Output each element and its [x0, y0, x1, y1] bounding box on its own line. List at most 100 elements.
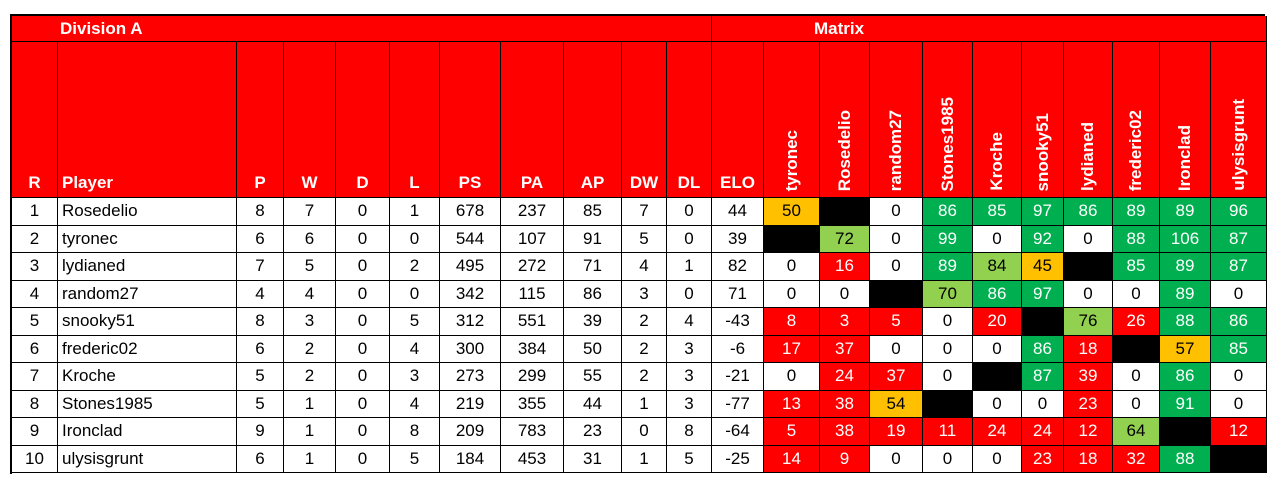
matrix-cell: 89: [1160, 198, 1211, 226]
cell-player: ulysisgrunt: [58, 445, 237, 473]
cell-dw: 2: [622, 308, 667, 336]
cell-ps: 300: [440, 335, 501, 363]
matrix-cell: 0: [923, 445, 973, 473]
matrix-cell: 11: [923, 418, 973, 446]
cell-ap: 23: [564, 418, 622, 446]
cell-elo: 44: [712, 198, 764, 226]
division-title: Division A: [12, 16, 712, 42]
matrix-cell: 0: [870, 335, 923, 363]
matrix-cell: 57: [1160, 335, 1211, 363]
cell-pa: 107: [501, 225, 564, 253]
cell-d: 0: [336, 363, 390, 391]
matrix-cell: [1211, 445, 1267, 473]
cell-player: random27: [58, 280, 237, 308]
matrix-cell: 97: [1022, 280, 1064, 308]
matrix-cell: 84: [973, 253, 1022, 281]
cell-elo: -43: [712, 308, 764, 336]
matrix-cell: 86: [1211, 308, 1267, 336]
cell-ap: 55: [564, 363, 622, 391]
matrix-cell: 24: [820, 363, 870, 391]
cell-dw: 4: [622, 253, 667, 281]
cell-pa: 355: [501, 390, 564, 418]
matrix-cell: 87: [1022, 363, 1064, 391]
cell-dw: 7: [622, 198, 667, 226]
cell-d: 0: [336, 390, 390, 418]
cell-w: 3: [284, 308, 336, 336]
cell-player: frederic02: [58, 335, 237, 363]
matrix-cell: 37: [820, 335, 870, 363]
cell-w: 5: [284, 253, 336, 281]
cell-ap: 31: [564, 445, 622, 473]
cell-elo: -77: [712, 390, 764, 418]
matrix-cell: 12: [1211, 418, 1267, 446]
matrix-header-label: Ironclad: [1175, 124, 1194, 191]
matrix-cell: 0: [1211, 280, 1267, 308]
matrix-cell: 0: [1113, 280, 1160, 308]
matrix-cell: 99: [923, 225, 973, 253]
matrix-title: Matrix: [712, 16, 1267, 42]
matrix-cell: 0: [1113, 363, 1160, 391]
cell-l: 0: [390, 280, 440, 308]
cell-w: 7: [284, 198, 336, 226]
matrix-cell: 86: [1160, 363, 1211, 391]
matrix-cell: 0: [870, 225, 923, 253]
cell-elo: -21: [712, 363, 764, 391]
cell-d: 0: [336, 335, 390, 363]
cell-ap: 50: [564, 335, 622, 363]
matrix-cell: 89: [1160, 253, 1211, 281]
cell-player: snooky51: [58, 308, 237, 336]
cell-l: 2: [390, 253, 440, 281]
matrix-cell: 0: [973, 390, 1022, 418]
matrix-cell: [1022, 308, 1064, 336]
header-dl: DL: [667, 42, 712, 198]
cell-ps: 342: [440, 280, 501, 308]
matrix-cell: 91: [1160, 390, 1211, 418]
cell-w: 4: [284, 280, 336, 308]
cell-dl: 8: [667, 418, 712, 446]
matrix-cell: [923, 390, 973, 418]
matrix-cell: 0: [923, 363, 973, 391]
matrix-header-label: frederic02: [1126, 109, 1145, 191]
matrix-cell: 76: [1064, 308, 1113, 336]
matrix-cell: 0: [764, 280, 820, 308]
matrix-cell: [973, 363, 1022, 391]
matrix-cell: 37: [870, 363, 923, 391]
cell-l: 0: [390, 225, 440, 253]
header-ap: AP: [564, 42, 622, 198]
cell-d: 0: [336, 418, 390, 446]
matrix-cell: 0: [764, 363, 820, 391]
matrix-cell: [870, 280, 923, 308]
matrix-cell: 5: [764, 418, 820, 446]
matrix-cell: 92: [1022, 225, 1064, 253]
cell-player: Ironclad: [58, 418, 237, 446]
cell-pa: 384: [501, 335, 564, 363]
standings-sheet: Division A Matrix R Player P W D L PS PA AP DW DL E…: [10, 14, 1267, 474]
cell-p: 7: [237, 253, 284, 281]
cell-p: 5: [237, 390, 284, 418]
cell-p: 4: [237, 280, 284, 308]
matrix-cell: 32: [1113, 445, 1160, 473]
cell-r: 4: [12, 280, 58, 308]
cell-ps: 544: [440, 225, 501, 253]
matrix-cell: 0: [764, 253, 820, 281]
cell-p: 6: [237, 335, 284, 363]
cell-pa: 551: [501, 308, 564, 336]
header-w: W: [284, 42, 336, 198]
matrix-cell: 24: [1022, 418, 1064, 446]
cell-ap: 71: [564, 253, 622, 281]
cell-r: 7: [12, 363, 58, 391]
cell-player: tyronec: [58, 225, 237, 253]
cell-l: 4: [390, 335, 440, 363]
cell-pa: 272: [501, 253, 564, 281]
cell-d: 0: [336, 253, 390, 281]
matrix-cell: 87: [1211, 225, 1267, 253]
matrix-cell: 23: [1064, 390, 1113, 418]
matrix-header-label: Stones1985: [937, 96, 957, 192]
matrix-header-frederic02: frederic02: [1113, 42, 1160, 198]
matrix-cell: 0: [1022, 390, 1064, 418]
header-p: P: [237, 42, 284, 198]
matrix-cell: 16: [820, 253, 870, 281]
cell-l: 4: [390, 390, 440, 418]
cell-d: 0: [336, 198, 390, 226]
matrix-header-lydianed: lydianed: [1064, 42, 1113, 198]
